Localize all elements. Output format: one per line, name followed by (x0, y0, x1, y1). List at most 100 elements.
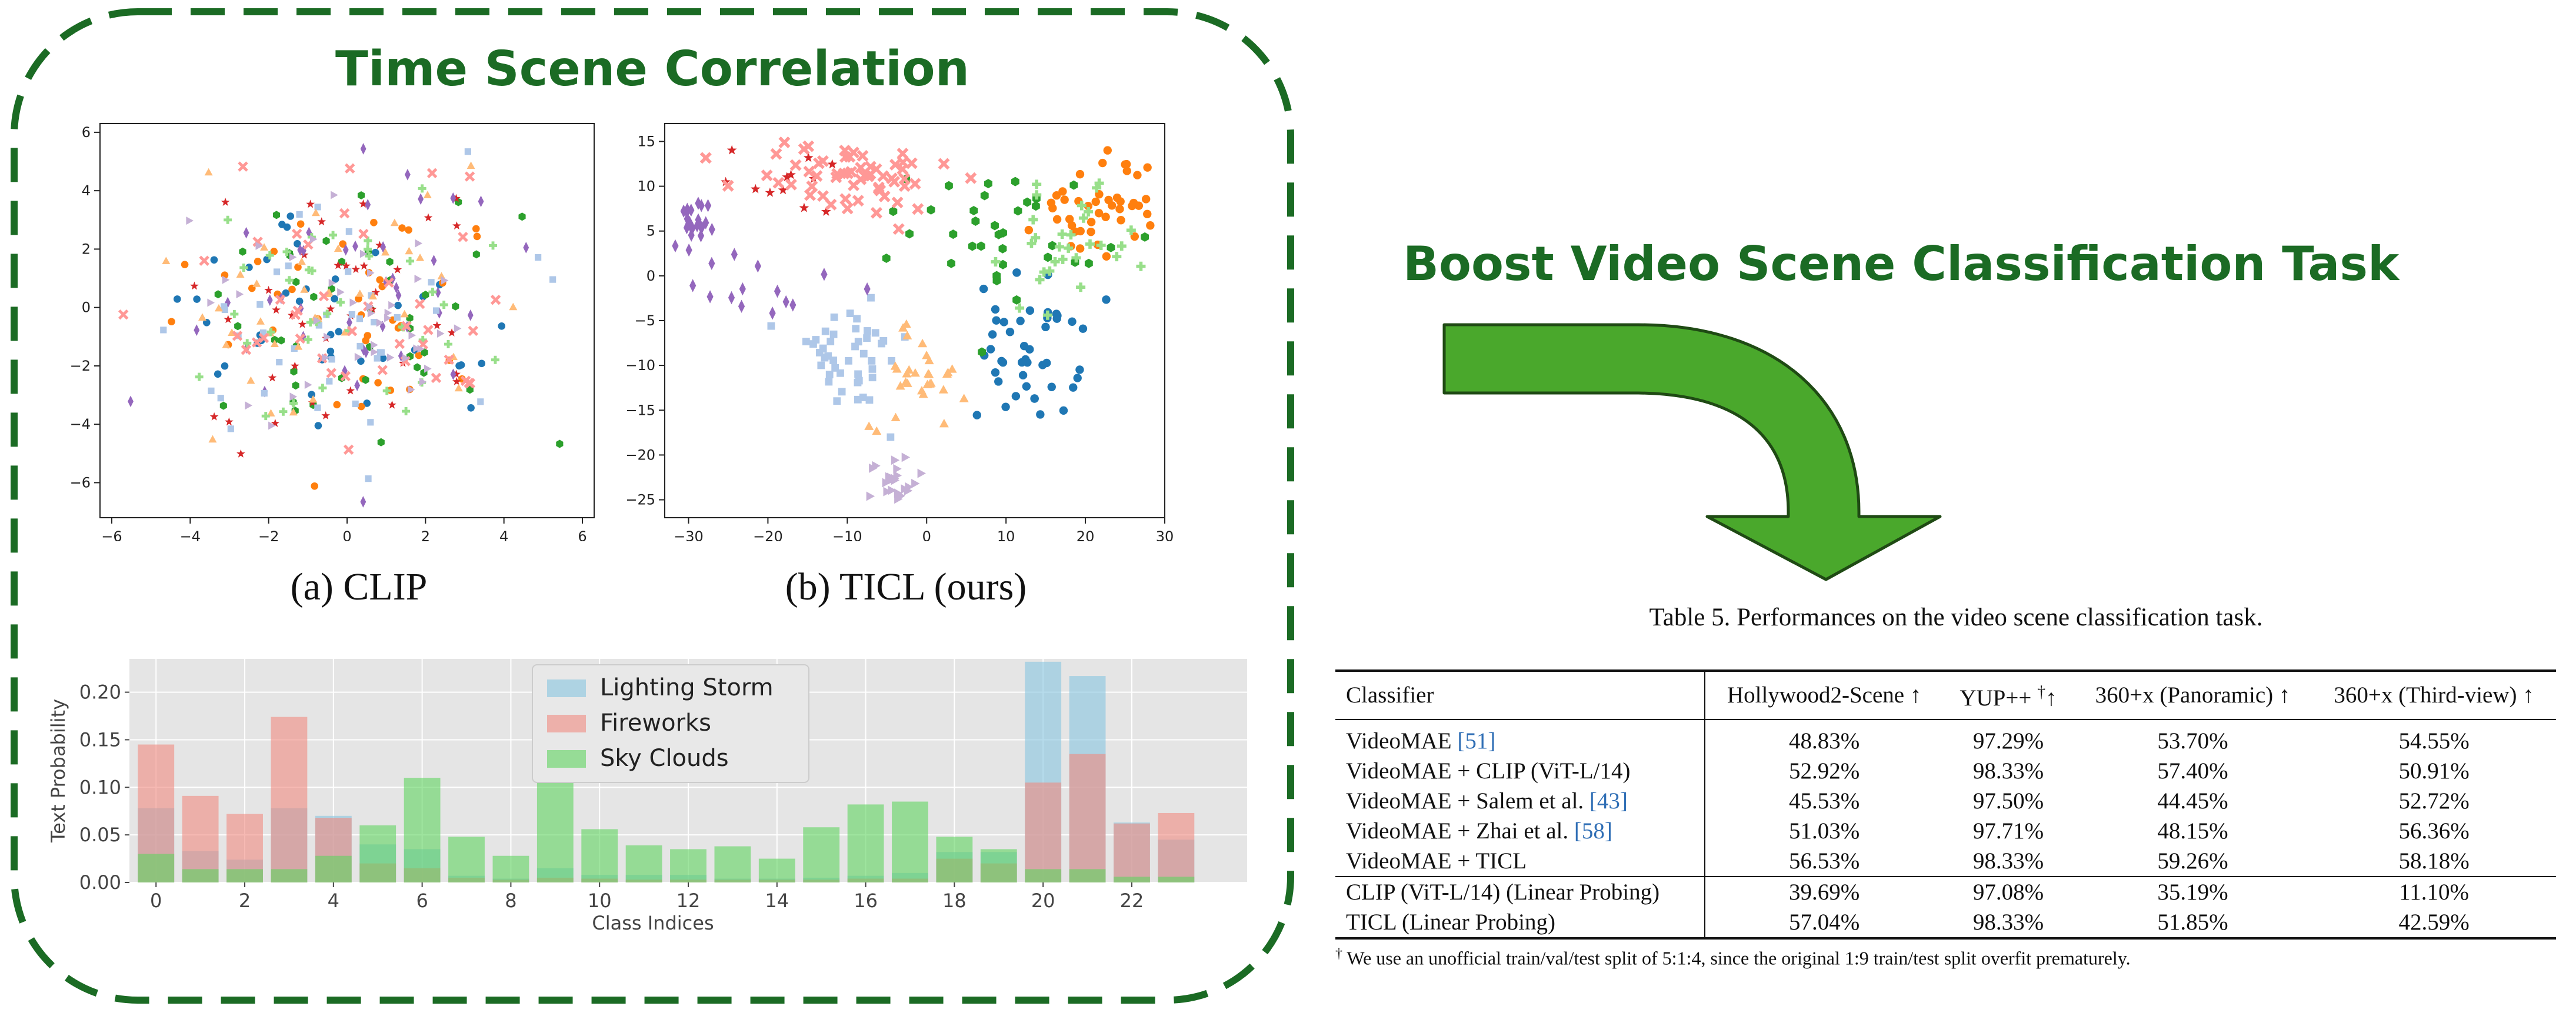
scatter-point (882, 478, 891, 488)
cell-best: 57.04% (1705, 907, 1944, 940)
scatter-point (891, 455, 900, 465)
scatter-point (394, 301, 402, 309)
scatter-point (1031, 201, 1040, 211)
scatter-point (252, 279, 261, 287)
scatter-point (992, 271, 1001, 281)
scatter-point (998, 244, 1007, 254)
scatter-point (261, 412, 270, 421)
scatter-point (194, 324, 200, 336)
scatter-point (917, 385, 927, 395)
scatter-point (326, 347, 335, 355)
x-tick-label: 10 (997, 528, 1015, 541)
header-yup-dagger: † (2037, 683, 2046, 701)
scatter-point (897, 148, 909, 160)
scatter-point (868, 357, 876, 365)
scatter-point (418, 193, 424, 205)
scatter-point (311, 482, 319, 490)
scatter-point (328, 278, 336, 287)
scatter-point (464, 378, 474, 388)
scatter-point (359, 261, 369, 270)
scatter-point (1122, 159, 1131, 169)
scatter-point (225, 417, 234, 426)
scatter-point (872, 182, 885, 195)
scatter-point (891, 412, 901, 422)
cell: 42.59% (2312, 907, 2556, 940)
scatter-point (699, 152, 712, 164)
bar-series (138, 778, 1195, 882)
cell: 48.83% (1789, 728, 1860, 754)
table-row: VideoMAE + TICL 56.53% 98.33% 59.26% 58.… (1335, 846, 2556, 877)
scatter-point (1071, 253, 1081, 263)
header-yup-arrow: ↑ (2045, 685, 2057, 711)
scatter-point (334, 244, 342, 252)
scatter-point (864, 282, 871, 296)
scatter-point (980, 191, 989, 201)
scatter-point (1075, 244, 1085, 253)
scatter-point (278, 221, 286, 228)
cell: 48.15% (2157, 818, 2228, 844)
citation-link[interactable]: [51] (1457, 728, 1496, 754)
scatter-point (478, 359, 486, 368)
scatter-point (454, 384, 463, 392)
scatter-point (491, 355, 499, 364)
x-tick-label: 4 (499, 528, 508, 541)
scatter-point (202, 319, 211, 327)
scatter-point (489, 241, 498, 250)
scatter-point (311, 208, 320, 216)
legend-label: Sky Clouds (600, 745, 729, 772)
scatter-point (270, 248, 278, 255)
scatter-point (342, 261, 351, 270)
scatter-point (1073, 374, 1082, 382)
scatter-point (346, 326, 358, 337)
scatter-point (892, 223, 905, 235)
scatter-point (949, 229, 958, 239)
scatter-point (1136, 261, 1146, 271)
scatter-point (160, 327, 167, 334)
header-yup-label: YUP++ (1960, 685, 2038, 711)
y-tick-label: −6 (71, 474, 91, 491)
scatter-point (686, 215, 693, 229)
scatter-point (1064, 243, 1074, 253)
scatter-point (882, 254, 891, 264)
citation-link[interactable]: [43] (1589, 788, 1628, 814)
scatter-point (324, 332, 331, 341)
table-footnote: † We use an unofficial train/val/test sp… (1335, 946, 2131, 970)
x-tick-label: 0 (922, 528, 931, 541)
scatter-point (844, 151, 856, 163)
scatter-point (300, 285, 309, 293)
y-tick-label: 6 (82, 124, 91, 141)
scatter-point (1044, 252, 1052, 262)
scatter-point (782, 172, 792, 182)
scatter-point (352, 400, 359, 408)
scatter-point (959, 394, 969, 402)
citation-link[interactable]: [58] (1574, 818, 1612, 844)
bar (1069, 869, 1106, 882)
x-tick-label: −6 (101, 528, 122, 541)
scatter-point (371, 288, 381, 297)
scatter-point (354, 352, 362, 361)
scatter-point (965, 172, 977, 184)
scatter-point (295, 333, 306, 344)
scatter-point (1012, 268, 1021, 277)
scatter-point (999, 318, 1008, 327)
scatter-point (1031, 233, 1041, 243)
scatter-point (672, 239, 679, 253)
scatter-point (1141, 232, 1149, 242)
scatter-point (195, 372, 204, 381)
scatter-point (326, 304, 335, 313)
scatter-point (359, 199, 368, 208)
bar (182, 869, 219, 882)
legend-swatch (547, 750, 586, 768)
scatter-point (854, 378, 862, 387)
scatter-point (1047, 382, 1056, 391)
scatter-point (363, 347, 369, 358)
scatter-point (371, 348, 378, 357)
cell: 97.29% (1972, 728, 2044, 754)
y-tick-label: 0 (647, 268, 655, 284)
cell-best: 59.26% (2157, 848, 2228, 874)
scatter-point (498, 322, 506, 330)
table-caption: Table 5. Performances on the video scene… (1649, 604, 2263, 631)
scatter-point (997, 357, 1006, 366)
scatter-point (208, 435, 217, 443)
scatter-point (340, 371, 351, 382)
